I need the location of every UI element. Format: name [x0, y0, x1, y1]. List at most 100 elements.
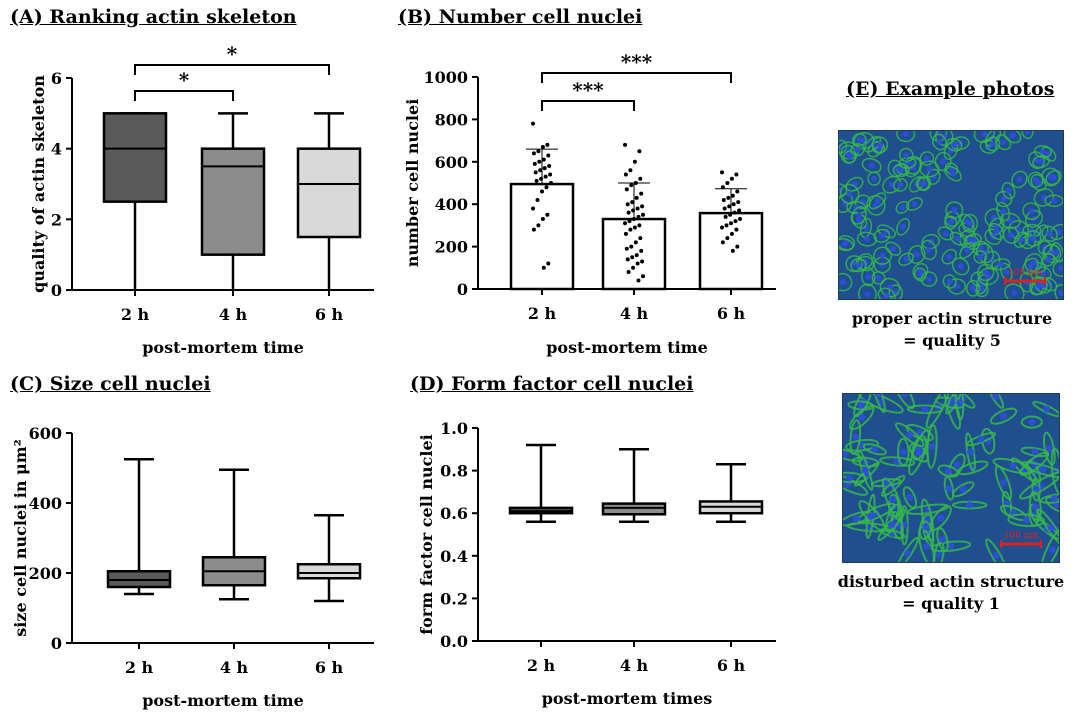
actin-fiber — [944, 162, 959, 176]
actin-fiber — [920, 271, 938, 287]
data-point — [546, 153, 551, 158]
actin-fiber — [839, 183, 860, 205]
actin-fiber — [926, 168, 941, 186]
nucleus — [1024, 131, 1031, 135]
photo-proper-image: 100 μm — [839, 131, 1063, 299]
data-point — [631, 265, 636, 270]
actin-fiber — [1020, 415, 1043, 429]
data-point — [545, 212, 550, 217]
actin-fiber — [942, 274, 957, 289]
data-point — [539, 176, 544, 181]
data-point — [629, 244, 634, 249]
cell-pattern — [843, 394, 1059, 562]
nucleus — [946, 278, 953, 285]
data-point — [543, 174, 548, 179]
photo-proper-caption-line1: proper actin structure — [851, 309, 1053, 328]
significance-bracket — [134, 90, 234, 101]
data-point — [535, 197, 540, 202]
actin-fiber — [1021, 131, 1034, 140]
actin-fiber — [859, 217, 873, 239]
actin-fiber — [1028, 490, 1042, 523]
y-tick-label: 0.4 — [440, 547, 468, 566]
nucleus — [1009, 462, 1017, 470]
y-axis-label: form factor cell nuclei — [417, 434, 436, 635]
x-tick-label: 4 h — [620, 304, 649, 323]
data-point — [734, 227, 739, 232]
actin-fiber — [1024, 253, 1043, 273]
actin-fiber — [888, 284, 903, 299]
y-tick-label: 0 — [51, 634, 62, 653]
actin-fiber — [861, 157, 882, 174]
data-point — [729, 176, 734, 181]
data-point — [542, 166, 547, 171]
data-point — [721, 197, 726, 202]
nucleus — [1008, 232, 1015, 239]
actin-fiber — [1024, 209, 1043, 228]
significance-label: * — [227, 42, 238, 66]
nucleus — [957, 263, 964, 270]
actin-fiber — [893, 178, 908, 192]
actin-fiber — [906, 404, 944, 414]
nucleus — [992, 394, 1000, 400]
nucleus — [970, 236, 977, 243]
actin-fiber — [948, 453, 966, 477]
photo-disturbed-caption-line2: = quality 1 — [902, 594, 1000, 613]
actin-fiber — [839, 183, 848, 198]
data-point — [633, 181, 638, 185]
nucleus — [858, 414, 866, 422]
actin-fiber — [898, 252, 915, 267]
actin-fiber — [985, 136, 1001, 152]
data-point — [635, 206, 640, 211]
actin-fiber — [1033, 224, 1049, 243]
nucleus — [857, 401, 865, 409]
actin-fiber — [1037, 240, 1052, 255]
significance-label: * — [179, 68, 190, 92]
nucleus — [1048, 546, 1056, 554]
box-4h — [601, 502, 667, 516]
data-point — [531, 227, 536, 232]
nucleus — [868, 162, 875, 169]
nucleus — [977, 245, 984, 252]
nucleus — [1000, 208, 1007, 215]
data-point — [725, 236, 730, 241]
box-6h — [296, 147, 362, 239]
nucleus — [1050, 495, 1058, 503]
actin-fiber — [988, 222, 1005, 240]
actin-fiber — [897, 437, 910, 467]
y-tick-label: 6 — [51, 69, 62, 88]
data-point — [640, 204, 645, 209]
nucleus — [947, 219, 954, 226]
photo-proper-caption-line2: = quality 5 — [903, 331, 1001, 350]
y-tick-label: 1000 — [423, 68, 468, 87]
data-point — [726, 195, 731, 200]
data-point — [623, 221, 627, 226]
nucleus — [1028, 208, 1035, 215]
actin-fiber — [856, 231, 878, 247]
nucleus — [1045, 256, 1052, 263]
nucleus — [841, 241, 848, 248]
nucleus — [854, 146, 861, 153]
actin-fiber — [1007, 513, 1046, 527]
nucleus — [919, 180, 926, 187]
actin-fiber — [973, 250, 988, 264]
panel-c-title: (C) Size cell nuclei — [10, 373, 211, 395]
data-point — [634, 253, 639, 258]
actin-fiber — [850, 143, 865, 157]
data-point — [722, 206, 727, 211]
actin-fiber — [1040, 528, 1059, 562]
nucleus — [959, 485, 967, 493]
actin-fiber — [1044, 194, 1063, 208]
y-tick-label: 600 — [435, 153, 468, 172]
nucleus — [999, 412, 1007, 420]
nucleus — [906, 431, 914, 439]
nucleus — [936, 138, 943, 145]
bar-4h — [601, 217, 667, 291]
nucleus — [944, 467, 952, 475]
actin-fiber — [845, 438, 880, 452]
actin-fiber — [851, 456, 880, 468]
y-tick-label: 4 — [51, 140, 62, 159]
data-point — [730, 248, 735, 253]
data-point — [635, 261, 640, 266]
nucleus — [1000, 479, 1008, 487]
y-tick-label: 200 — [29, 564, 62, 583]
